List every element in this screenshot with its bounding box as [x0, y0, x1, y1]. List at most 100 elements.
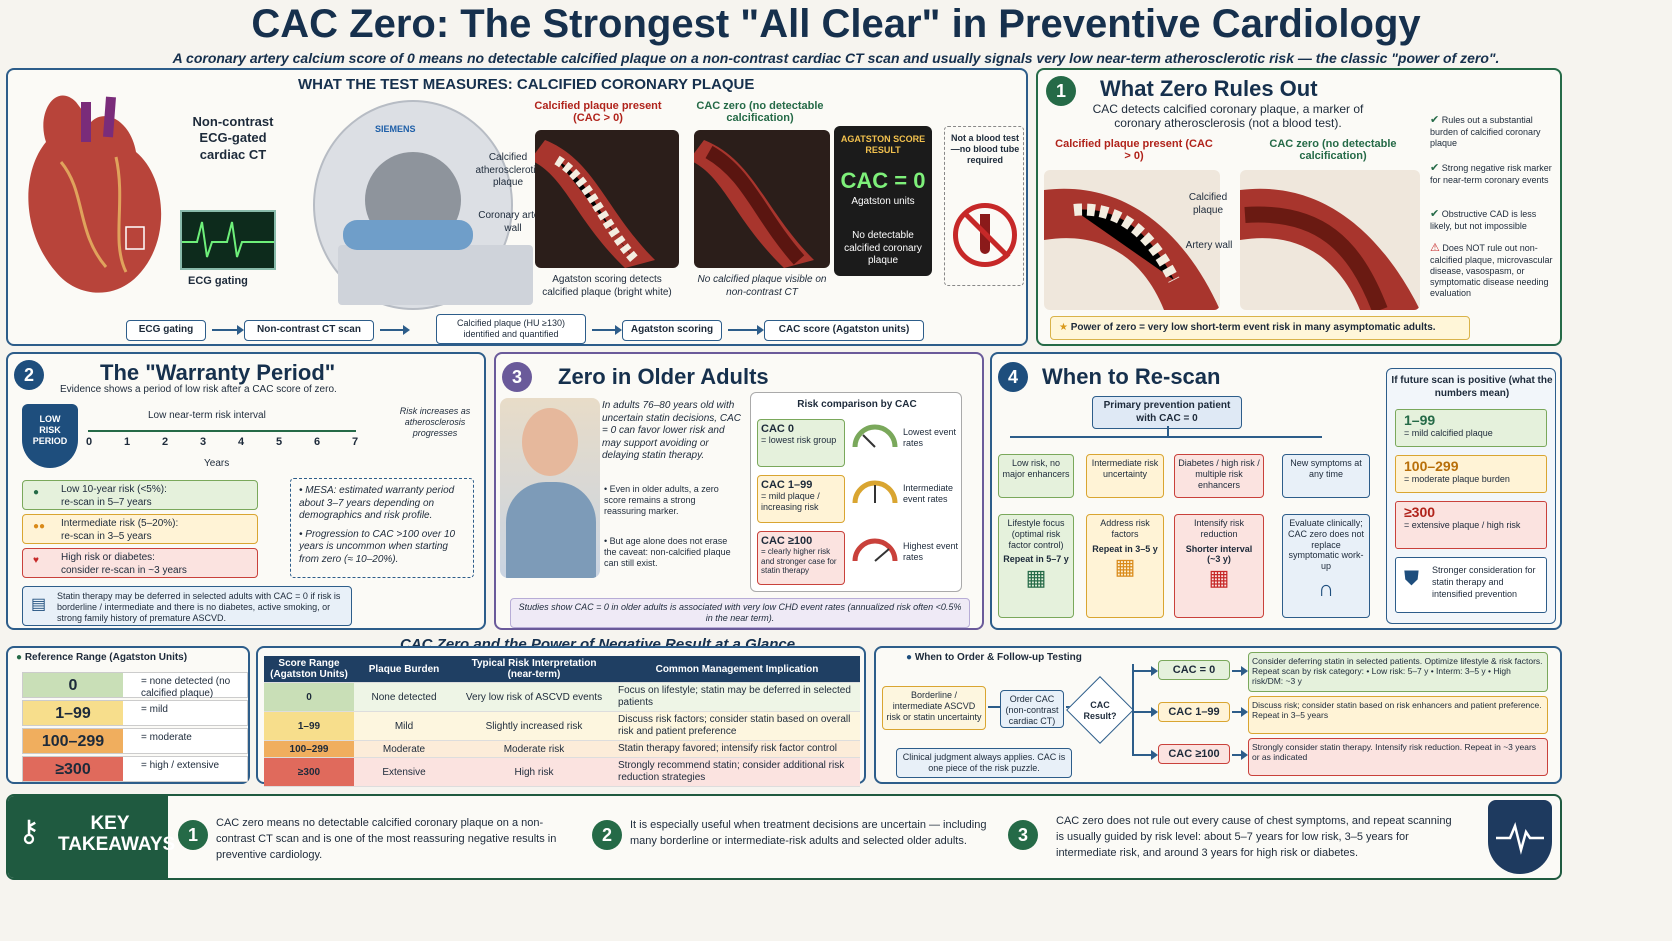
blood-test-card: Not a blood test—no blood tube required	[944, 126, 1024, 286]
power-of-zero-banner: ★ Power of zero = very low short-term ev…	[1050, 316, 1470, 340]
high-gauge-icon	[851, 537, 899, 563]
calendar-icon: ▦	[1114, 554, 1136, 580]
panel-what-zero-rules-out: 1 What Zero Rules Out CAC detects calcif…	[1036, 68, 1562, 346]
outcome-cac100: CAC ≥100	[1158, 744, 1230, 764]
heart-icon: ♥	[33, 555, 39, 566]
measure-heading: WHAT THE TEST MEASURES: CALCIFIED CORONA…	[298, 76, 755, 93]
year-tick: 0	[86, 436, 93, 448]
risk-score: CAC 0	[761, 423, 795, 435]
outcome-cac1-99: CAC 1–99	[1158, 702, 1230, 722]
plaque-present-label: Calcified plaque present (CAC > 0)	[534, 100, 662, 124]
table-header-cell: Typical Risk Interpretation (near-term)	[454, 656, 614, 683]
heart-illustration	[16, 82, 176, 312]
panel2-number: 2	[14, 360, 44, 390]
bullet-text: Rules out a substantial burden of calcif…	[1430, 115, 1541, 148]
flow-arrow-4	[728, 325, 764, 335]
panel1-left-label: Calcified plaque present (CAC > 0)	[1055, 138, 1213, 162]
action-text: Address risk factors	[1100, 518, 1150, 539]
ref-value: 100–299	[23, 729, 123, 753]
table-cell: Very low risk of ASCVD events	[454, 682, 614, 712]
table-header: Score Range (Agatston Units) Plaque Burd…	[264, 656, 860, 683]
interval-label: Low near-term risk interval	[148, 410, 266, 421]
low-risk-row: ● Low 10-year risk (<5%): re-scan in 5–7 …	[22, 480, 258, 510]
plaque-vessel-image	[535, 130, 679, 268]
rescan-cat-high: Diabetes / high risk / multiple risk enh…	[1174, 454, 1264, 498]
warning-icon: ⚠	[1430, 242, 1440, 254]
tree-stem	[1167, 426, 1169, 436]
outcome-arrow-3	[1232, 750, 1248, 760]
panel4-title: When to Re-scan	[1042, 364, 1221, 389]
flow-arrow-3	[592, 325, 622, 335]
rescan-cat-symptoms: New symptoms at any time	[1282, 454, 1370, 498]
year-tick: 5	[276, 436, 283, 448]
risk-increase-note: Risk increases as atherosclerosis progre…	[399, 406, 471, 438]
action-text: Lifestyle focus (optimal risk factor con…	[1007, 518, 1065, 550]
blood-note: Not a blood test—no blood tube required	[950, 133, 1020, 165]
statin-deferral-note: ▤ Statin therapy may be deferred in sele…	[22, 586, 352, 626]
panel3-number: 3	[502, 362, 532, 392]
flow-arrow-2	[380, 325, 410, 335]
ref-text: = none detected (no calcified plaque)	[141, 676, 231, 699]
stethoscope-icon: ∩	[1318, 575, 1334, 601]
outcome-cac100-detail: Strongly consider statin therapy. Intens…	[1248, 738, 1548, 776]
table-cell: Discuss risk factors; consider statin ba…	[614, 711, 860, 741]
pos-value: 100–299	[1404, 458, 1459, 474]
years-label: Years	[204, 458, 230, 469]
ref-value: ≥300	[23, 757, 123, 781]
tree-connector	[1010, 436, 1322, 438]
scanner-brand: SIEMENS	[375, 124, 416, 134]
risk-rate-high: Highest event rates	[903, 541, 959, 562]
panel2-intro: Evidence shows a period of low risk afte…	[60, 384, 337, 395]
positive-scan-box: If future scan is positive (what the num…	[1386, 368, 1556, 624]
bullet-text: Obstructive CAD is less likely, but not …	[1430, 209, 1537, 232]
outcome-cac1-99-detail: Discuss risk; consider statin based on r…	[1248, 696, 1548, 734]
bullet-text: Even in older adults, a zero score remai…	[604, 484, 719, 516]
action-text: Evaluate clinically; CAC zero does not r…	[1287, 518, 1365, 572]
action-interval: Shorter interval (~3 y)	[1185, 543, 1253, 565]
rescan-root: Primary prevention patient with CAC = 0	[1092, 396, 1242, 429]
panel1-number: 1	[1046, 76, 1076, 106]
order-start: Borderline / intermediate ASCVD risk or …	[882, 686, 986, 730]
risk-card-cac0: CAC 0 = lowest risk group	[757, 419, 845, 467]
table-cell: 0	[264, 682, 354, 712]
table-cell: Statin therapy favored; intensify risk f…	[614, 740, 860, 758]
panel-older-adults: 3 Zero in Older Adults In adults 76–80 y…	[494, 352, 984, 630]
panel1-bullet-2: ✔ Strong negative risk marker for near-t…	[1430, 162, 1552, 186]
badge-text: LOW RISK PERIOD	[32, 414, 68, 446]
panel-warranty-period: 2 The "Warranty Period" Evidence shows a…	[6, 352, 486, 630]
ecg-monitor	[180, 210, 276, 270]
statin-text: Statin therapy may be deferred in select…	[57, 591, 341, 623]
ecg-label: ECG gating	[188, 275, 248, 287]
panel4-number: 4	[998, 362, 1028, 392]
order-followup-panel: ● When to Order & Follow-up Testing Bord…	[874, 646, 1562, 784]
panel1-right-label: CAC zero (no detectable calcification)	[1269, 138, 1397, 162]
agatston-caption: Agatston scoring detects calcified plaqu…	[542, 274, 672, 298]
table-cell: Slightly increased risk	[454, 711, 614, 741]
no-blood-icon	[953, 203, 1017, 267]
risk-comparison-box: Risk comparison by CAC CAC 0 = lowest ris…	[750, 392, 962, 592]
artery-wall-label: Coronary artery wall	[478, 210, 548, 234]
zero-caption: No calcified plaque visible on non-contr…	[697, 274, 827, 298]
ref-row-1: 1–99 = mild	[22, 700, 248, 726]
rescan-action-low: Lifestyle focus (optimal risk factor con…	[998, 514, 1074, 618]
calcified-plaque-label: Calcified atherosclerotic plaque	[475, 152, 541, 188]
calendar-icon: ▦	[1208, 565, 1230, 591]
mesa-notes: • MESA: estimated warranty period about …	[290, 478, 474, 578]
panel1-intro: CAC detects calcified coronary plaque, a…	[1092, 102, 1364, 130]
table-cell: High risk	[454, 757, 614, 787]
takeaway-1: CAC zero means no detectable calcified c…	[216, 817, 557, 861]
outcome-cac0: CAC = 0	[1158, 660, 1230, 680]
panel1-title: What Zero Rules Out	[1100, 76, 1318, 101]
ref-row-2: 100–299 = moderate	[22, 728, 248, 754]
person-icon: ●	[33, 487, 40, 498]
risk-desc: = lowest risk group	[761, 435, 837, 445]
older-adult-portrait	[500, 398, 600, 578]
action-interval: Repeat in 5–7 y	[1003, 554, 1069, 565]
number-icon: ●	[16, 652, 23, 663]
rescan-cat-intermediate: Intermediate risk uncertainty	[1086, 454, 1164, 498]
takeaway-number-3: 3	[1008, 820, 1038, 850]
power-text: Power of zero = very low short-term even…	[1070, 322, 1436, 333]
clinical-judgement-note: Clinical judgment always applies. CAC is…	[896, 748, 1072, 778]
cac-result-question: CAC Result?	[1083, 700, 1117, 721]
reference-range-title: ● Reference Range (Agatston Units)	[16, 652, 187, 665]
